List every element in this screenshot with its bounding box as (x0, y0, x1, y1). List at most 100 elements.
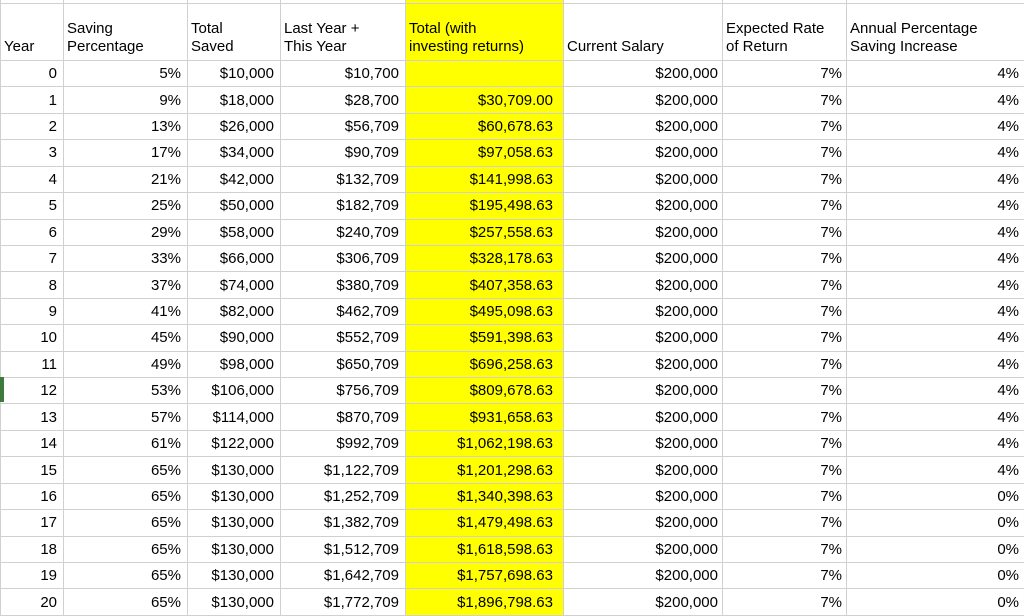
cell-total_with_returns-row-3[interactable]: $97,058.63 (405, 139, 564, 167)
cell-annual_increase-row-19[interactable]: 0% (846, 562, 1024, 590)
cell-year-row-10[interactable]: 10 (0, 324, 64, 352)
cell-total_with_returns-row-10[interactable]: $591,398.63 (405, 324, 564, 352)
column-header-total_saved[interactable]: Total Saved (187, 3, 281, 61)
cell-saving_percentage-row-15[interactable]: 65% (63, 456, 188, 484)
cell-total_with_returns-row-16[interactable]: $1,340,398.63 (405, 482, 564, 511)
column-header-year[interactable]: Year (0, 3, 64, 61)
cell-current_salary-row-7[interactable]: $200,000 (563, 244, 723, 273)
cell-total_saved-row-3[interactable]: $34,000 (187, 139, 281, 167)
cell-last_plus_this-row-13[interactable]: $870,709 (280, 403, 406, 431)
cell-expected_rate-row-3[interactable]: 7% (722, 139, 847, 167)
cell-last_plus_this-row-0[interactable]: $10,700 (280, 59, 406, 88)
cell-annual_increase-row-17[interactable]: 0% (846, 509, 1024, 537)
cell-total_with_returns-row-8[interactable]: $407,358.63 (405, 271, 564, 299)
cell-last_plus_this-row-7[interactable]: $306,709 (280, 244, 406, 273)
cell-total_with_returns-row-4[interactable]: $141,998.63 (405, 165, 564, 194)
cell-last_plus_this-row-20[interactable]: $1,772,709 (280, 588, 406, 616)
cell-expected_rate-row-15[interactable]: 7% (722, 456, 847, 484)
cell-annual_increase-row-11[interactable]: 4% (846, 350, 1024, 379)
cell-current_salary-row-15[interactable]: $200,000 (563, 456, 723, 484)
cell-total_saved-row-6[interactable]: $58,000 (187, 218, 281, 246)
cell-total_saved-row-9[interactable]: $82,000 (187, 297, 281, 326)
cell-saving_percentage-row-19[interactable]: 65% (63, 562, 188, 590)
cell-total_with_returns-row-2[interactable]: $60,678.63 (405, 112, 564, 141)
cell-total_with_returns-row-17[interactable]: $1,479,498.63 (405, 509, 564, 537)
cell-total_with_returns-row-7[interactable]: $328,178.63 (405, 244, 564, 273)
cell-saving_percentage-row-7[interactable]: 33% (63, 244, 188, 273)
cell-last_plus_this-row-9[interactable]: $462,709 (280, 297, 406, 326)
cell-current_salary-row-13[interactable]: $200,000 (563, 403, 723, 431)
cell-expected_rate-row-16[interactable]: 7% (722, 482, 847, 511)
cell-current_salary-row-11[interactable]: $200,000 (563, 350, 723, 379)
column-header-last_plus_this[interactable]: Last Year + This Year (280, 3, 406, 61)
cell-expected_rate-row-1[interactable]: 7% (722, 86, 847, 114)
cell-last_plus_this-row-11[interactable]: $650,709 (280, 350, 406, 379)
cell-expected_rate-row-0[interactable]: 7% (722, 59, 847, 88)
cell-current_salary-row-9[interactable]: $200,000 (563, 297, 723, 326)
cell-total_with_returns-row-12[interactable]: $809,678.63 (405, 377, 564, 405)
cell-total_with_returns-row-19[interactable]: $1,757,698.63 (405, 562, 564, 590)
cell-expected_rate-row-7[interactable]: 7% (722, 244, 847, 273)
cell-saving_percentage-row-9[interactable]: 41% (63, 297, 188, 326)
cell-saving_percentage-row-16[interactable]: 65% (63, 482, 188, 511)
cell-total_saved-row-13[interactable]: $114,000 (187, 403, 281, 431)
cell-expected_rate-row-18[interactable]: 7% (722, 535, 847, 564)
cell-total_saved-row-12[interactable]: $106,000 (187, 377, 281, 405)
cell-total_saved-row-17[interactable]: $130,000 (187, 509, 281, 537)
cell-last_plus_this-row-12[interactable]: $756,709 (280, 377, 406, 405)
cell-total_saved-row-18[interactable]: $130,000 (187, 535, 281, 564)
cell-year-row-8[interactable]: 8 (0, 271, 64, 299)
cell-total_with_returns-row-14[interactable]: $1,062,198.63 (405, 429, 564, 458)
cell-total_saved-row-10[interactable]: $90,000 (187, 324, 281, 352)
cell-annual_increase-row-6[interactable]: 4% (846, 218, 1024, 246)
cell-saving_percentage-row-14[interactable]: 61% (63, 429, 188, 458)
cell-saving_percentage-row-2[interactable]: 13% (63, 112, 188, 141)
cell-saving_percentage-row-18[interactable]: 65% (63, 535, 188, 564)
cell-last_plus_this-row-15[interactable]: $1,122,709 (280, 456, 406, 484)
cell-saving_percentage-row-4[interactable]: 21% (63, 165, 188, 194)
cell-current_salary-row-1[interactable]: $200,000 (563, 86, 723, 114)
cell-current_salary-row-0[interactable]: $200,000 (563, 59, 723, 88)
cell-annual_increase-row-3[interactable]: 4% (846, 139, 1024, 167)
cell-total_saved-row-19[interactable]: $130,000 (187, 562, 281, 590)
cell-expected_rate-row-10[interactable]: 7% (722, 324, 847, 352)
cell-current_salary-row-5[interactable]: $200,000 (563, 192, 723, 220)
cell-expected_rate-row-12[interactable]: 7% (722, 377, 847, 405)
cell-last_plus_this-row-17[interactable]: $1,382,709 (280, 509, 406, 537)
cell-year-row-0[interactable]: 0 (0, 59, 64, 88)
cell-total_with_returns-row-18[interactable]: $1,618,598.63 (405, 535, 564, 564)
cell-expected_rate-row-19[interactable]: 7% (722, 562, 847, 590)
cell-current_salary-row-10[interactable]: $200,000 (563, 324, 723, 352)
cell-annual_increase-row-7[interactable]: 4% (846, 244, 1024, 273)
cell-saving_percentage-row-1[interactable]: 9% (63, 86, 188, 114)
cell-total_with_returns-row-13[interactable]: $931,658.63 (405, 403, 564, 431)
cell-saving_percentage-row-11[interactable]: 49% (63, 350, 188, 379)
cell-expected_rate-row-2[interactable]: 7% (722, 112, 847, 141)
cell-last_plus_this-row-10[interactable]: $552,709 (280, 324, 406, 352)
cell-expected_rate-row-11[interactable]: 7% (722, 350, 847, 379)
cell-saving_percentage-row-13[interactable]: 57% (63, 403, 188, 431)
cell-saving_percentage-row-6[interactable]: 29% (63, 218, 188, 246)
cell-total_saved-row-0[interactable]: $10,000 (187, 59, 281, 88)
cell-annual_increase-row-4[interactable]: 4% (846, 165, 1024, 194)
column-header-expected_rate[interactable]: Expected Rate of Return (722, 3, 847, 61)
cell-expected_rate-row-6[interactable]: 7% (722, 218, 847, 246)
cell-year-row-3[interactable]: 3 (0, 139, 64, 167)
cell-expected_rate-row-20[interactable]: 7% (722, 588, 847, 616)
cell-last_plus_this-row-16[interactable]: $1,252,709 (280, 482, 406, 511)
cell-saving_percentage-row-20[interactable]: 65% (63, 588, 188, 616)
cell-year-row-18[interactable]: 18 (0, 535, 64, 564)
column-header-saving_percentage[interactable]: Saving Percentage (63, 3, 188, 61)
cell-current_salary-row-16[interactable]: $200,000 (563, 482, 723, 511)
cell-annual_increase-row-16[interactable]: 0% (846, 482, 1024, 511)
column-header-total_with_returns[interactable]: Total (with investing returns) (405, 3, 564, 61)
cell-total_with_returns-row-0[interactable] (405, 59, 564, 88)
cell-year-row-19[interactable]: 19 (0, 562, 64, 590)
cell-current_salary-row-4[interactable]: $200,000 (563, 165, 723, 194)
cell-annual_increase-row-1[interactable]: 4% (846, 86, 1024, 114)
cell-current_salary-row-6[interactable]: $200,000 (563, 218, 723, 246)
cell-current_salary-row-8[interactable]: $200,000 (563, 271, 723, 299)
cell-saving_percentage-row-17[interactable]: 65% (63, 509, 188, 537)
cell-annual_increase-row-14[interactable]: 4% (846, 429, 1024, 458)
cell-annual_increase-row-20[interactable]: 0% (846, 588, 1024, 616)
